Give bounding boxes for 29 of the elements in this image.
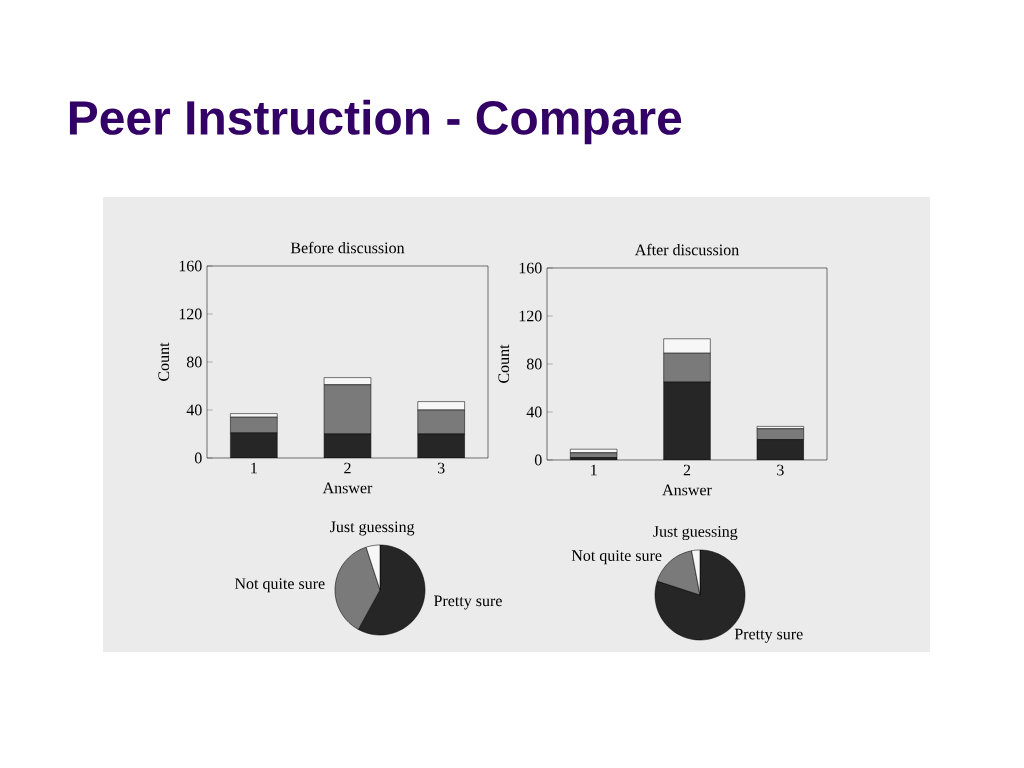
y-tick-label: 40: [526, 406, 542, 418]
x-axis-title: Answer: [662, 484, 712, 496]
chart-title: Before discussion: [290, 241, 405, 254]
y-tick-label: 160: [179, 260, 202, 272]
slice-label: Not quite sure: [234, 578, 325, 593]
y-tick-label: 120: [179, 308, 202, 320]
y-tick-label: 40: [186, 404, 202, 416]
y-tick-label: 80: [526, 358, 542, 370]
y-tick-label: 80: [186, 356, 202, 368]
y-tick-label: 160: [519, 262, 542, 274]
x-tick-label: 1: [251, 462, 257, 474]
slice-label: Just guessing: [330, 521, 415, 536]
slice-label: Pretty sure: [734, 628, 803, 643]
chart-title: After discussion: [634, 243, 739, 256]
y-tick-label: 120: [519, 310, 542, 322]
text: Peer Instruction - Compare: [69, 99, 682, 145]
x-axis-title: Answer: [322, 482, 373, 494]
x-tick-label: 2: [344, 462, 351, 474]
x-tick-label: 2: [683, 464, 691, 476]
slice-label: Pretty sure: [434, 595, 502, 610]
x-tick-label: 3: [437, 462, 445, 474]
x-tick-label: 1: [591, 464, 597, 476]
y-axis-title: Count: [498, 344, 510, 383]
slice-label: Just guessing: [653, 526, 738, 541]
y-tick-label: 0: [534, 454, 542, 466]
x-tick-label: 3: [777, 464, 784, 476]
y-tick-label: 0: [194, 452, 202, 464]
slice-label: Not quite sure: [571, 550, 662, 565]
y-axis-title: Count: [158, 342, 170, 381]
